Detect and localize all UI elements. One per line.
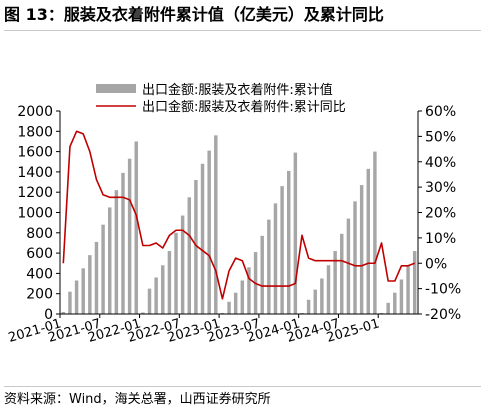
y-left-tick-label: 0 — [44, 307, 53, 323]
bar — [333, 251, 337, 314]
bar — [353, 201, 357, 314]
bar — [399, 279, 404, 314]
y-left-tick-label: 200 — [26, 287, 53, 303]
line-series — [62, 130, 415, 300]
y-left-tick-label: 400 — [26, 266, 53, 282]
bar — [154, 277, 158, 314]
y-right-tick-label: 20% — [425, 206, 456, 222]
bar — [81, 268, 85, 314]
bar — [287, 170, 291, 314]
bar — [393, 292, 397, 314]
source-divider — [4, 386, 481, 387]
bar — [379, 312, 384, 314]
legend-bar-swatch — [96, 84, 136, 93]
y-right-tick-label: -20% — [425, 307, 461, 323]
y-left-tick-label: 1000 — [17, 206, 53, 222]
bar — [94, 241, 99, 314]
bar — [68, 291, 72, 314]
legend-line-label: 出口金额:服装及衣着附件:累计同比 — [142, 99, 346, 115]
bar — [386, 302, 390, 314]
y-left-tick-label: 600 — [26, 246, 53, 262]
bar — [412, 251, 417, 314]
bar — [200, 163, 205, 314]
bar — [233, 292, 238, 314]
bar — [194, 180, 198, 314]
bar — [240, 280, 245, 314]
bar — [313, 289, 317, 314]
bar — [167, 251, 172, 314]
y-left-tick-label: 800 — [26, 226, 53, 242]
bar-series — [61, 135, 417, 315]
bar — [320, 278, 324, 314]
bar — [174, 232, 178, 314]
y-right-tick-label: 0% — [425, 256, 447, 272]
bar — [121, 172, 125, 314]
y-left-tick-label: 1200 — [17, 185, 53, 201]
bar — [359, 185, 364, 314]
bar — [161, 265, 165, 314]
bar — [260, 235, 264, 314]
bar — [101, 224, 105, 314]
bar — [346, 218, 351, 314]
bar — [406, 265, 410, 314]
bar — [267, 219, 271, 314]
bar — [326, 265, 331, 314]
bar — [227, 301, 231, 314]
y-left-tick-label: 1800 — [17, 124, 53, 140]
y-right-tick-label: 50% — [425, 129, 456, 145]
bar — [88, 255, 92, 314]
yoy-line — [62, 130, 415, 300]
bar — [306, 299, 311, 314]
bar — [280, 186, 284, 314]
y-right-tick-label: -10% — [425, 282, 461, 298]
y-right-tick-label: 10% — [425, 231, 456, 247]
bar — [180, 215, 185, 314]
bar — [214, 135, 218, 314]
figure-title: 图 13：服装及衣着附件累计值（亿美元）及累计同比 — [4, 5, 384, 24]
bar — [61, 311, 66, 314]
y-right-tick-label: 60% — [425, 104, 456, 120]
y-left-tick-label: 2000 — [17, 104, 53, 120]
title-divider — [4, 30, 481, 31]
bar — [373, 151, 377, 314]
y-left-tick-label: 1400 — [17, 165, 53, 181]
legend-bar-label: 出口金额:服装及衣着附件:累计值 — [142, 82, 333, 98]
y-right-tick-label: 40% — [425, 155, 456, 171]
bar — [187, 197, 191, 314]
y-right-tick-label: 30% — [425, 180, 456, 196]
bar — [141, 312, 145, 314]
bar — [340, 233, 344, 314]
bar — [114, 190, 119, 314]
bar — [273, 203, 278, 314]
bar — [74, 280, 79, 314]
bar — [147, 288, 152, 315]
bar — [247, 267, 251, 314]
y-left-tick-label: 1600 — [17, 145, 53, 161]
bar — [220, 312, 225, 314]
bar — [300, 312, 304, 314]
bar — [366, 168, 370, 314]
source-note: 资料来源：Wind，海关总署，山西证券研究所 — [4, 392, 271, 407]
bar — [108, 207, 112, 314]
bar — [293, 152, 298, 314]
bar — [127, 158, 132, 314]
bar — [134, 141, 138, 314]
bar — [207, 150, 211, 314]
